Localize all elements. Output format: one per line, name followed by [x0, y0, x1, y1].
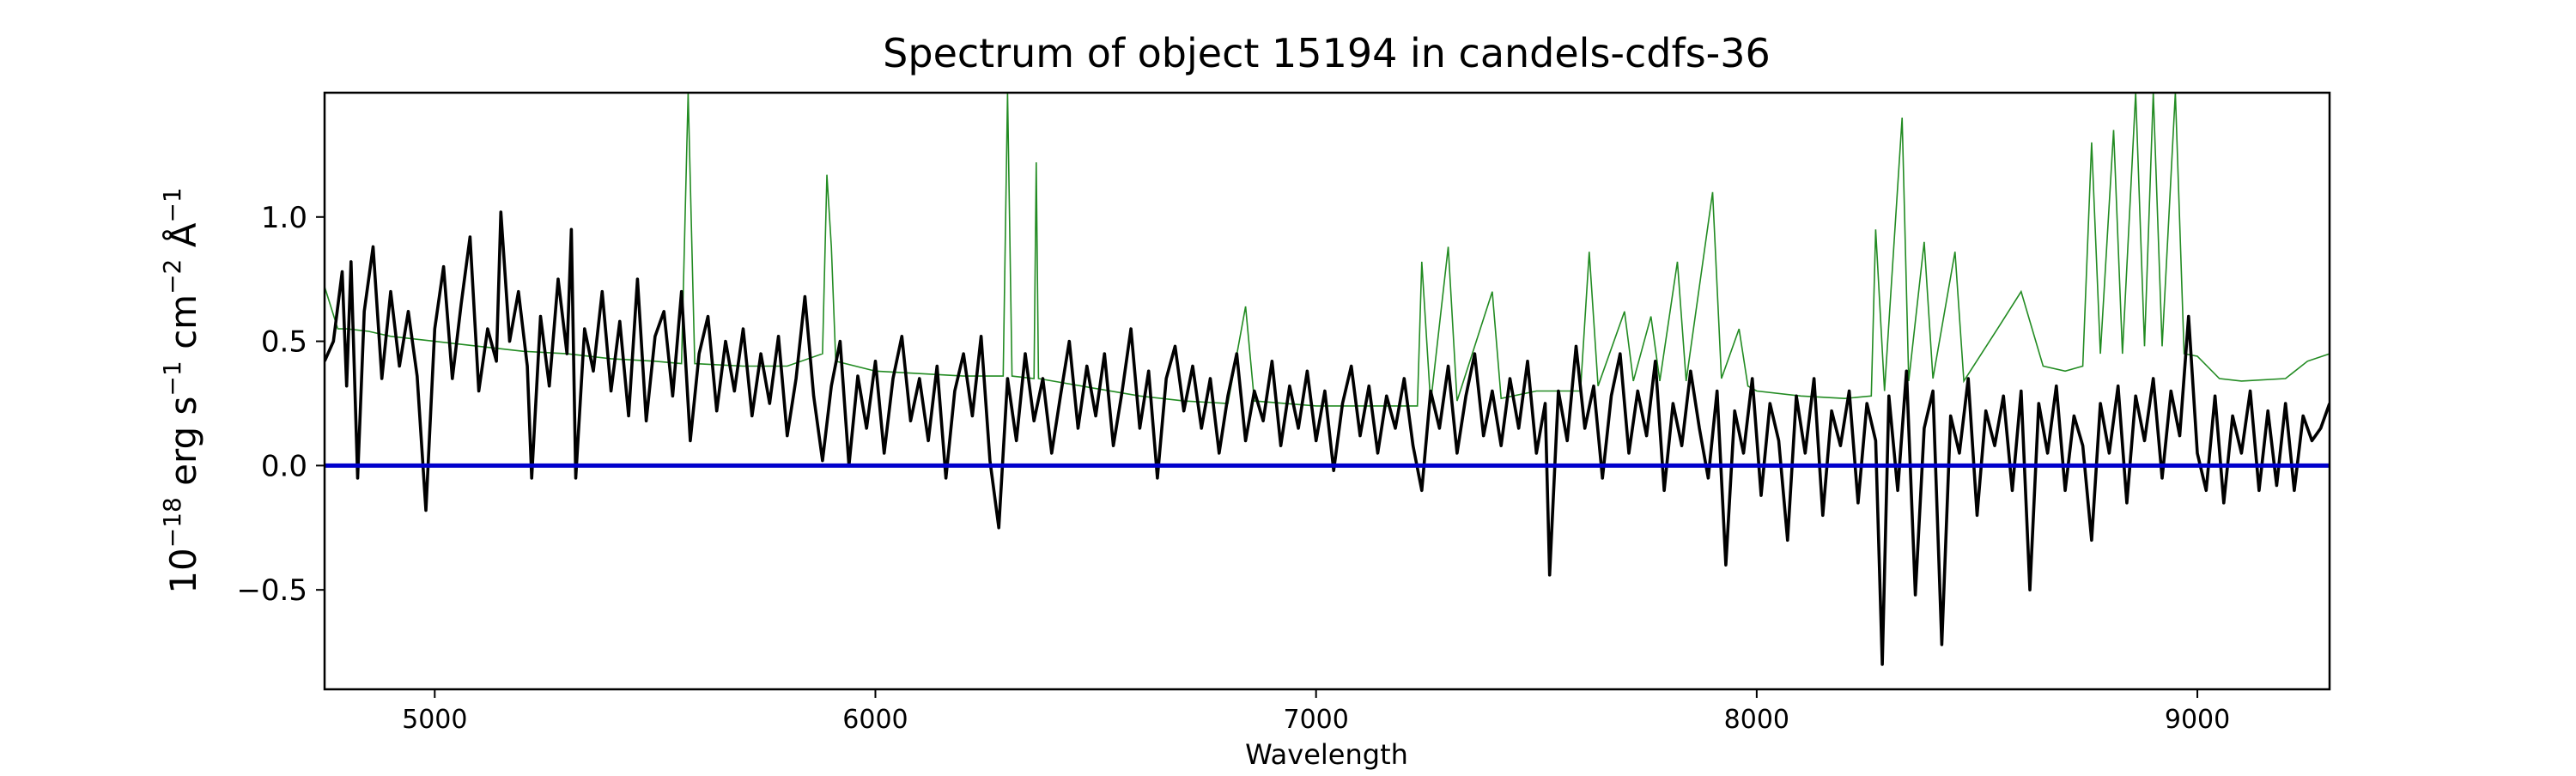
y-label-exp3: −2 — [158, 259, 186, 294]
x-tick-label: 5000 — [402, 705, 467, 735]
chart-title: Spectrum of object 15194 in candels-cdfs… — [883, 30, 1771, 76]
x-tick-label: 8000 — [1724, 705, 1789, 735]
y-tick-label: 1.0 — [261, 201, 307, 235]
y-tick-label: −0.5 — [236, 573, 307, 608]
x-axis-ticks: 5000 6000 7000 8000 9000 — [402, 689, 2230, 735]
y-label-base: 10 — [162, 548, 204, 593]
y-axis-ticks: −0.5 0.0 0.5 1.0 — [236, 201, 325, 608]
x-tick-label: 9000 — [2165, 705, 2230, 735]
y-tick-label: 0.0 — [261, 449, 307, 483]
y-label-unit2: cm — [162, 294, 204, 361]
x-tick-label: 6000 — [842, 705, 908, 735]
flux-line — [325, 210, 2330, 666]
y-axis-label: 10−18 erg s−1 cm−2 Å−1 — [158, 187, 204, 593]
x-axis-label: Wavelength — [1245, 738, 1408, 771]
y-label-unit3: Å — [161, 222, 204, 258]
y-label-exp2: −1 — [158, 361, 186, 396]
contamination-line — [325, 93, 2330, 407]
plot-frame — [323, 91, 2331, 691]
x-tick-label: 7000 — [1283, 705, 1348, 735]
y-label-exp4: −1 — [158, 187, 186, 222]
plot-area — [325, 93, 2330, 666]
y-label-exp: −18 — [158, 497, 186, 548]
y-tick-label: 0.5 — [261, 325, 307, 360]
y-label-unit1: erg s — [162, 397, 204, 498]
